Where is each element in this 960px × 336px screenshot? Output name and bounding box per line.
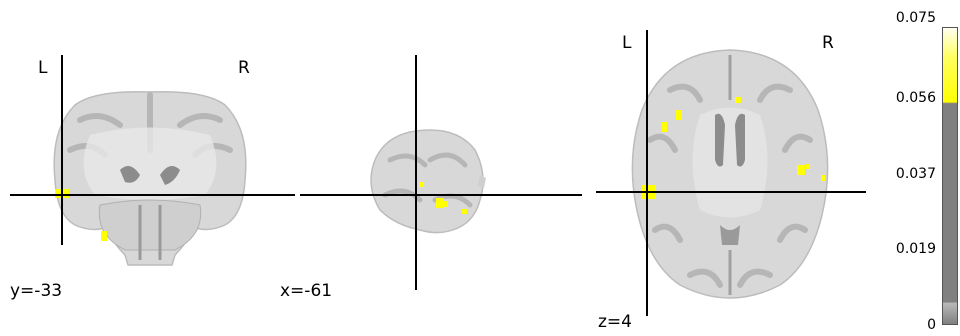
- axial-brain-slice: [596, 30, 866, 316]
- coronal-coord-label: y=-33: [10, 281, 63, 301]
- colorbar-tick: 0.019: [895, 241, 936, 257]
- activation-blob: [436, 198, 444, 208]
- sagittal-brain-slice: [300, 55, 582, 290]
- coronal-left-label: L: [38, 58, 48, 78]
- axial-right-label: R: [822, 33, 834, 53]
- activation-blob: [806, 164, 810, 169]
- coronal-right-label: R: [238, 58, 250, 78]
- colorbar-tick: 0: [927, 317, 936, 333]
- activation-blob: [462, 209, 467, 214]
- colorbar: 0.075 0.056 0.037 0.019 0: [870, 0, 960, 336]
- colorbar-tick: 0.037: [895, 166, 936, 182]
- sagittal-view[interactable]: x=-61: [280, 0, 590, 336]
- activation-blob: [735, 97, 741, 103]
- activation-blob: [821, 175, 825, 181]
- activation-blob: [797, 165, 805, 175]
- coronal-brain-slice: [10, 55, 295, 266]
- coronal-view[interactable]: L R y=-33: [0, 0, 300, 336]
- colorbar-tick: 0.075: [895, 10, 936, 26]
- colorbar-bar: [942, 27, 958, 325]
- activation-blob: [444, 201, 448, 207]
- colorbar-tick: 0.056: [895, 90, 936, 106]
- activation-blob: [662, 122, 667, 132]
- axial-coord-label: z=4: [598, 312, 632, 332]
- activation-blob: [101, 231, 107, 241]
- axial-left-label: L: [622, 33, 632, 53]
- activation-blob: [419, 182, 424, 187]
- activation-blob: [676, 110, 682, 120]
- axial-view[interactable]: L R z=4: [590, 0, 870, 336]
- sagittal-coord-label: x=-61: [280, 281, 333, 301]
